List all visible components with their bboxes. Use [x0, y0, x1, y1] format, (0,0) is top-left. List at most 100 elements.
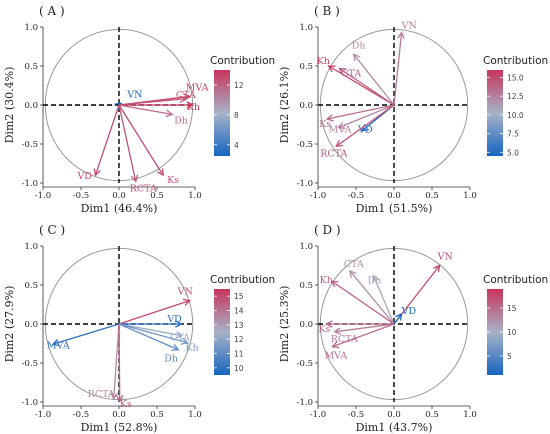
vector-label: RCTA [130, 183, 157, 194]
vector-arrowhead [165, 109, 174, 118]
vector-line [334, 323, 395, 333]
colorbar-gradient [487, 289, 503, 375]
y-tick-label: -0.5 [22, 359, 38, 369]
vector-label: VD [401, 306, 417, 317]
vector-cta: CTA [344, 259, 395, 325]
vector-label: Kh [187, 102, 200, 113]
colorbar-tick-label: 15 [234, 292, 244, 301]
panel-2: ( C ) -1.0 -0.5 0.0 0.5 1.0 -1.0 -0.5 0.0 0.5 1.0 D… [3, 223, 202, 434]
vector-arrowhead [51, 339, 60, 347]
vector-mva: MVA [324, 323, 395, 362]
vector-cta: CTA [118, 90, 196, 106]
x-tick-label: 1.0 [188, 410, 202, 420]
vector-label: RCTA [88, 389, 115, 400]
vector-mva: MVA [329, 104, 395, 136]
vector-arrowhead [352, 53, 361, 62]
vector-line [118, 104, 173, 116]
y-tick-label: 0.0 [24, 320, 38, 330]
vector-line [118, 98, 186, 106]
vector-line [118, 323, 121, 402]
vector-arrowhead [186, 101, 195, 109]
vector-label: Kh [185, 343, 198, 354]
vector-vn: VN [118, 287, 193, 325]
vector-arrowhead [338, 67, 347, 75]
vector-label: VD [76, 171, 92, 182]
vector-cta: CTA [118, 323, 190, 344]
vector-line [118, 323, 179, 351]
colorbar-title: Contribution [483, 55, 548, 67]
vector-arrowhead [349, 269, 357, 278]
vector-arrowhead [372, 274, 380, 283]
vector-line [335, 104, 395, 147]
colorbar-tick-label: 10 [507, 328, 517, 337]
vector-arrowhead [333, 327, 342, 335]
colorbar-tick-label: 15 [507, 304, 517, 313]
panel-3: ( D ) -1.0 -0.5 0.0 0.5 1.0 -1.0 -0.5 0.0 0.5 1.0 D… [278, 223, 477, 434]
x-tick-label: 0.0 [387, 410, 401, 420]
x-tick-label: 0.0 [112, 410, 126, 420]
vector-line [338, 104, 395, 129]
vector-arrowhead [156, 168, 164, 177]
x-tick-label: 0.5 [150, 410, 164, 420]
colorbar-tick-label: 14 [234, 307, 244, 316]
vector-line [393, 32, 403, 106]
vector-label: Kh [317, 56, 330, 67]
vector-label: CTA [341, 68, 361, 79]
vector-label: Ks [319, 119, 331, 130]
vector-vd: VD [76, 104, 120, 182]
vector-arrowhead [324, 320, 333, 328]
vector-arrowhead [330, 280, 339, 288]
y-tick-label: 1.0 [299, 23, 313, 33]
vector-line [353, 53, 395, 106]
colorbar-tick-label: 15.0 [507, 73, 524, 82]
y-tick-label: 0.5 [299, 281, 313, 291]
vector-label: MVA [329, 125, 352, 136]
y-tick-label: 1.0 [24, 242, 38, 252]
vector-ks: Ks [319, 104, 395, 130]
vector-line [118, 323, 188, 344]
colorbar-tick-label: 12 [234, 81, 244, 90]
panel-label: ( B ) [314, 4, 340, 18]
vector-label: Ks [120, 399, 132, 410]
vector-vd: VD [119, 314, 183, 328]
vector-label: CTA [344, 259, 364, 270]
y-tick-label: 0.5 [24, 281, 38, 291]
vector-label: CTA [170, 333, 190, 344]
x-tick-label: 1.0 [463, 410, 477, 420]
vector-arrowhead [110, 392, 118, 401]
x-tick-label: -0.5 [73, 191, 89, 201]
vector-kh: Kh [118, 323, 199, 354]
x-tick-label: 0.0 [112, 191, 126, 201]
y-tick-label: 1.0 [24, 23, 38, 33]
vector-label: VD [357, 125, 373, 136]
y-tick-label: -1.0 [297, 179, 313, 189]
vector-line [332, 323, 395, 348]
vector-arrowhead [180, 337, 189, 345]
vector-vn: VN [393, 20, 417, 106]
vector-label: VN [126, 89, 142, 100]
vector-line [113, 323, 120, 399]
y-axis-label: Dim2 (25.3%) [278, 286, 291, 363]
x-tick-label: -0.5 [73, 410, 89, 420]
colorbar-tick-label: 5 [507, 352, 512, 361]
vector-arrowhead [337, 121, 346, 129]
x-axis-label: Dim1 (51.5%) [356, 202, 433, 215]
vector-label: Ks [167, 175, 179, 186]
y-tick-label: 0.5 [299, 62, 313, 72]
y-tick-label: -0.5 [22, 140, 38, 150]
vector-arrowhead [171, 344, 180, 351]
vector-line [94, 104, 120, 176]
x-tick-label: 0.5 [150, 191, 164, 201]
vector-arrowhead [433, 264, 441, 273]
vector-rcta: RCTA [320, 104, 395, 159]
colorbar-gradient [214, 289, 230, 375]
x-tick-label: 0.5 [425, 191, 439, 201]
x-axis-label: Dim1 (43.7%) [356, 421, 433, 434]
y-tick-label: -1.0 [297, 398, 313, 408]
y-tick-label: 0.0 [299, 320, 313, 330]
vector-arrowhead [179, 95, 188, 104]
colorbar-tick-label: 10.0 [507, 111, 524, 120]
vector-line [118, 104, 137, 182]
vector-label: MVA [324, 351, 347, 362]
vector-label: Dh [174, 115, 188, 126]
